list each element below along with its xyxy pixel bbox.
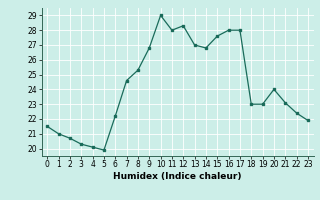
X-axis label: Humidex (Indice chaleur): Humidex (Indice chaleur) [113,172,242,181]
